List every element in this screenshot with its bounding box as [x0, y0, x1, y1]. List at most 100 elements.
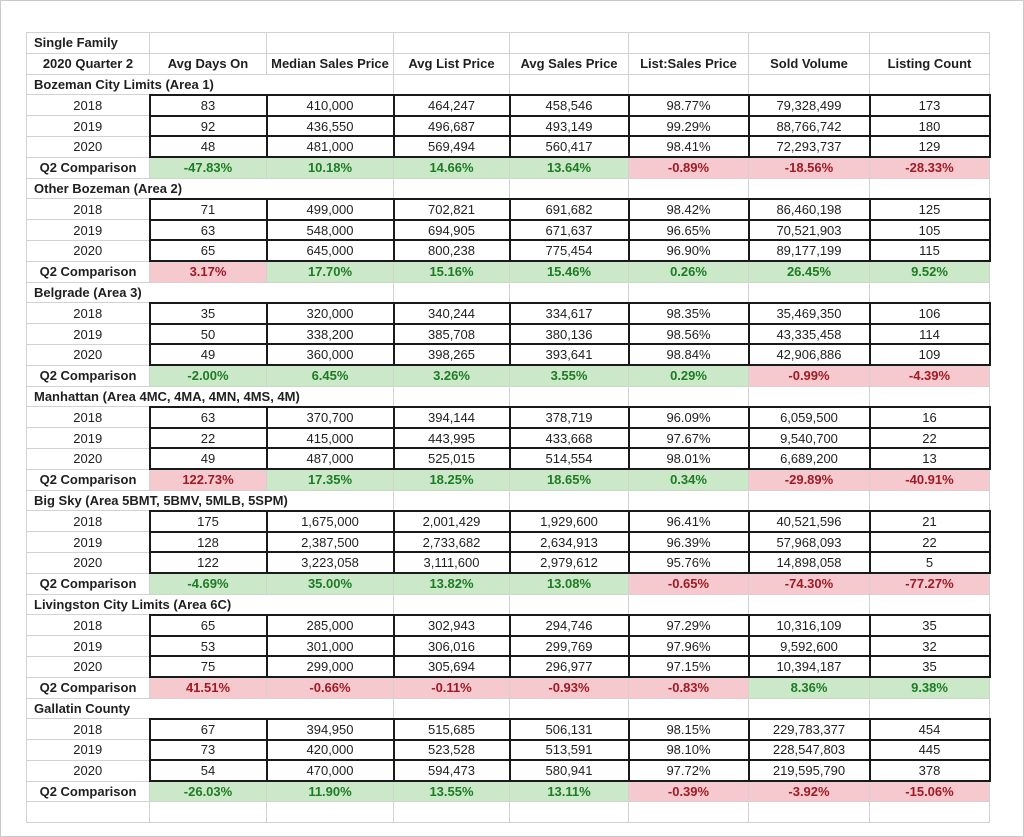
year-cell[interactable]: 2020 [26, 343, 150, 366]
empty-cell[interactable] [628, 697, 749, 720]
year-cell[interactable]: 2020 [26, 759, 150, 782]
value-cell[interactable]: 398,265 [392, 343, 511, 367]
value-cell[interactable]: 9,592,600 [747, 634, 871, 658]
value-cell[interactable]: 594,473 [392, 759, 511, 783]
comparison-value-cell[interactable]: 11.90% [266, 780, 394, 803]
comparison-value-cell[interactable]: 14.66% [393, 156, 510, 179]
column-header[interactable]: Sold Volume [748, 52, 870, 75]
empty-cell[interactable] [628, 385, 749, 408]
value-cell[interactable]: 228,547,803 [747, 738, 871, 762]
value-cell[interactable]: 2,387,500 [265, 530, 395, 554]
value-cell[interactable]: 6,059,500 [747, 405, 871, 429]
empty-cell[interactable] [869, 177, 990, 200]
value-cell[interactable]: 370,700 [265, 405, 395, 429]
value-cell[interactable]: 9,540,700 [747, 426, 871, 450]
comparison-value-cell[interactable]: 15.46% [509, 260, 629, 283]
value-cell[interactable]: 393,641 [508, 343, 630, 367]
value-cell[interactable]: 43,335,458 [747, 322, 871, 346]
comparison-value-cell[interactable]: 15.16% [393, 260, 510, 283]
comparison-value-cell[interactable]: -0.66% [266, 676, 394, 699]
comparison-value-cell[interactable]: 0.34% [628, 468, 749, 491]
value-cell[interactable]: 229,783,377 [747, 717, 871, 741]
empty-cell[interactable] [509, 281, 629, 304]
empty-cell[interactable] [149, 32, 267, 54]
value-cell[interactable]: 296,977 [508, 655, 630, 679]
empty-cell[interactable] [628, 489, 749, 512]
empty-cell[interactable] [748, 32, 870, 54]
comparison-value-cell[interactable]: 122.73% [149, 468, 267, 491]
empty-cell[interactable] [748, 593, 870, 616]
value-cell[interactable]: 128 [148, 530, 268, 554]
empty-cell[interactable] [748, 177, 870, 200]
comparison-value-cell[interactable]: -28.33% [869, 156, 990, 179]
value-cell[interactable]: 83 [148, 93, 268, 117]
value-cell[interactable]: 454 [868, 717, 991, 741]
comparison-value-cell[interactable]: 3.17% [149, 260, 267, 283]
value-cell[interactable]: 109 [868, 343, 991, 367]
value-cell[interactable]: 96.65% [627, 218, 750, 242]
empty-cell[interactable] [149, 801, 267, 824]
empty-cell[interactable] [869, 489, 990, 512]
empty-cell[interactable] [393, 489, 510, 512]
value-cell[interactable]: 458,546 [508, 93, 630, 117]
area-title-cell[interactable]: Gallatin County [26, 697, 394, 720]
column-header[interactable]: Listing Count [869, 52, 990, 75]
value-cell[interactable]: 57,968,093 [747, 530, 871, 554]
value-cell[interactable]: 1,929,600 [508, 509, 630, 533]
empty-cell[interactable] [748, 697, 870, 720]
value-cell[interactable]: 180 [868, 114, 991, 138]
value-cell[interactable]: 10,394,187 [747, 655, 871, 679]
value-cell[interactable]: 3,111,600 [392, 551, 511, 575]
comparison-value-cell[interactable]: 13.08% [509, 572, 629, 595]
comparison-value-cell[interactable]: -15.06% [869, 780, 990, 803]
value-cell[interactable]: 436,550 [265, 114, 395, 138]
value-cell[interactable]: 394,950 [265, 717, 395, 741]
value-cell[interactable]: 40,521,596 [747, 509, 871, 533]
year-cell[interactable]: 2018 [26, 94, 150, 117]
value-cell[interactable]: 86,460,198 [747, 197, 871, 221]
value-cell[interactable]: 338,200 [265, 322, 395, 346]
value-cell[interactable]: 301,000 [265, 634, 395, 658]
value-cell[interactable]: 569,494 [392, 135, 511, 159]
year-cell[interactable]: 2019 [26, 427, 150, 449]
empty-cell[interactable] [393, 281, 510, 304]
comparison-value-cell[interactable]: -0.65% [628, 572, 749, 595]
value-cell[interactable]: 75 [148, 655, 268, 679]
value-cell[interactable]: 299,000 [265, 655, 395, 679]
value-cell[interactable]: 493,149 [508, 114, 630, 138]
comparison-label-cell[interactable]: Q2 Comparison [26, 364, 150, 387]
empty-cell[interactable] [393, 697, 510, 720]
value-cell[interactable]: 515,685 [392, 717, 511, 741]
value-cell[interactable]: 2,979,612 [508, 551, 630, 575]
value-cell[interactable]: 92 [148, 114, 268, 138]
value-cell[interactable]: 2,733,682 [392, 530, 511, 554]
value-cell[interactable]: 98.56% [627, 322, 750, 346]
empty-cell[interactable] [393, 73, 510, 96]
comparison-label-cell[interactable]: Q2 Comparison [26, 676, 150, 699]
empty-cell[interactable] [869, 385, 990, 408]
empty-cell[interactable] [748, 489, 870, 512]
column-header[interactable]: Avg Days On [149, 52, 267, 75]
comparison-value-cell[interactable]: 26.45% [748, 260, 870, 283]
value-cell[interactable]: 487,000 [265, 447, 395, 471]
value-cell[interactable]: 125 [868, 197, 991, 221]
value-cell[interactable]: 99.29% [627, 114, 750, 138]
comparison-value-cell[interactable]: -0.99% [748, 364, 870, 387]
value-cell[interactable]: 514,554 [508, 447, 630, 471]
comparison-value-cell[interactable]: -2.00% [149, 364, 267, 387]
empty-cell[interactable] [869, 281, 990, 304]
comparison-value-cell[interactable]: -4.39% [869, 364, 990, 387]
year-cell[interactable]: 2018 [26, 406, 150, 429]
comparison-value-cell[interactable]: 13.55% [393, 780, 510, 803]
value-cell[interactable]: 496,687 [392, 114, 511, 138]
comparison-value-cell[interactable]: -47.83% [149, 156, 267, 179]
value-cell[interactable]: 294,746 [508, 613, 630, 637]
value-cell[interactable]: 334,617 [508, 301, 630, 325]
empty-cell[interactable] [393, 177, 510, 200]
value-cell[interactable]: 378 [868, 759, 991, 783]
comparison-value-cell[interactable]: 35.00% [266, 572, 394, 595]
value-cell[interactable]: 380,136 [508, 322, 630, 346]
value-cell[interactable]: 97.29% [627, 613, 750, 637]
value-cell[interactable]: 105 [868, 218, 991, 242]
empty-cell[interactable] [628, 801, 749, 824]
